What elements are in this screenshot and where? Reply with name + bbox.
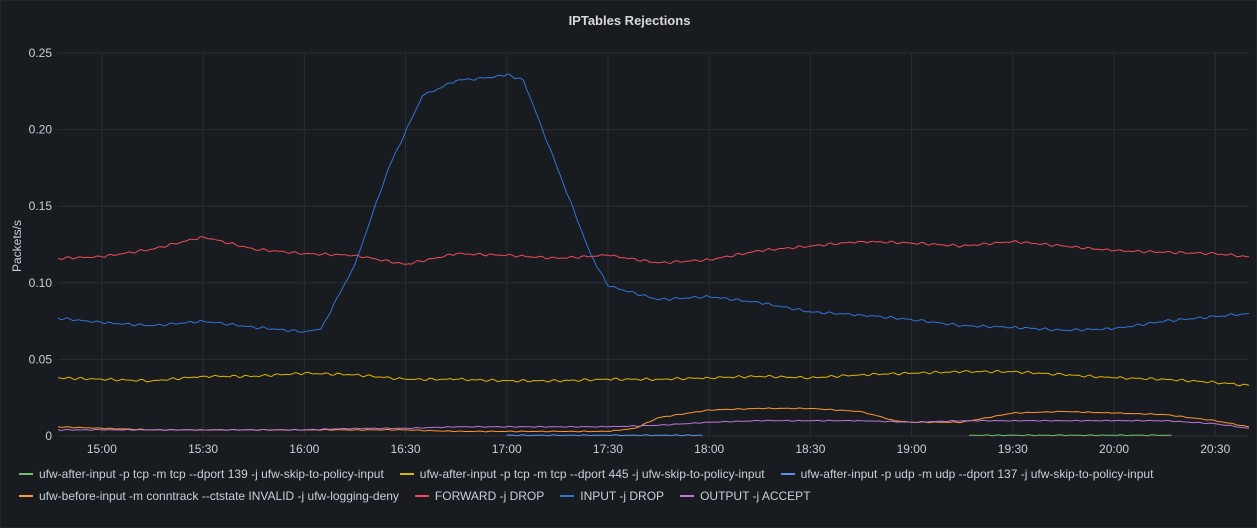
- legend-row: ufw-before-input -m conntrack --ctstate …: [19, 489, 1249, 503]
- x-tick-label: 17:00: [492, 442, 522, 456]
- series-line-6: [57, 419, 1250, 431]
- y-tick-label: 0: [45, 429, 52, 443]
- legend-item[interactable]: INPUT -j DROP: [560, 489, 664, 503]
- y-tick-label: 0.10: [29, 276, 53, 290]
- legend-label: INPUT -j DROP: [580, 489, 665, 503]
- series-group: [57, 73, 1250, 437]
- y-axis-label: Packets/s: [10, 220, 24, 272]
- legend-swatch: [680, 495, 695, 497]
- legend: ufw-after-input -p tcp -m tcp --dport 13…: [19, 467, 1249, 511]
- legend-item[interactable]: ufw-after-input -p tcp -m tcp --dport 13…: [19, 467, 384, 481]
- x-tick-label: 18:00: [694, 442, 724, 456]
- x-tick-label: 20:00: [1099, 442, 1129, 456]
- grid: [58, 52, 1249, 437]
- x-tick-label: 19:00: [897, 442, 927, 456]
- legend-item[interactable]: ufw-before-input -m conntrack --ctstate …: [19, 489, 399, 503]
- x-tick-label: 19:30: [998, 442, 1028, 456]
- x-axis: 15:00 15:30 16:00 16:30 17:00 17:30 18:00 18:30…: [87, 442, 1231, 456]
- x-tick-label: 18:30: [795, 442, 825, 456]
- x-tick-label: 16:00: [289, 442, 319, 456]
- y-axis: 0 0.05 0.10 0.15 0.20 0.25: [29, 46, 53, 443]
- legend-item[interactable]: ufw-after-input -p tcp -m tcp --dport 44…: [399, 467, 765, 481]
- y-tick-label: 0.15: [29, 199, 53, 213]
- x-tick-label: 17:30: [593, 442, 623, 456]
- x-tick-label: 20:30: [1200, 442, 1230, 456]
- legend-label: ufw-after-input -p udp -m udp --dport 13…: [800, 467, 1154, 481]
- y-tick-label: 0.20: [29, 123, 53, 137]
- legend-swatch: [19, 495, 33, 497]
- series-line-4: [57, 236, 1250, 265]
- series-line-0: [968, 434, 1172, 437]
- legend-label: ufw-after-input -p tcp -m tcp --dport 44…: [419, 467, 765, 481]
- legend-label: ufw-after-input -p tcp -m tcp --dport 13…: [39, 467, 384, 481]
- legend-swatch: [19, 473, 33, 475]
- x-tick-label: 16:30: [390, 442, 420, 456]
- legend-item[interactable]: FORWARD -j DROP: [414, 489, 545, 503]
- legend-label: ufw-before-input -m conntrack --ctstate …: [39, 489, 399, 503]
- y-tick-label: 0.05: [29, 352, 53, 366]
- legend-swatch: [780, 473, 795, 475]
- legend-item[interactable]: OUTPUT -j ACCEPT: [680, 489, 811, 503]
- legend-row: ufw-after-input -p tcp -m tcp --dport 13…: [19, 467, 1249, 481]
- legend-item[interactable]: ufw-after-input -p udp -m udp --dport 13…: [780, 467, 1154, 481]
- series-line-2: [506, 434, 703, 437]
- legend-swatch: [414, 495, 429, 497]
- series-line-3: [57, 407, 1250, 433]
- legend-label: FORWARD -j DROP: [434, 489, 545, 503]
- legend-label: OUTPUT -j ACCEPT: [700, 489, 811, 503]
- series-line-1: [57, 369, 1250, 387]
- legend-swatch: [399, 473, 414, 475]
- x-tick-label: 15:30: [188, 442, 218, 456]
- panel-title: IPTables Rejections: [568, 13, 691, 28]
- chart-svg: 0 0.05 0.10 0.15 0.20 0.25 15:00 15:30 16:00 16:…: [10, 46, 1250, 456]
- legend-swatch: [560, 495, 575, 497]
- x-tick-label: 15:00: [87, 442, 117, 456]
- series-line-5: [57, 73, 1250, 333]
- y-tick-label: 0.25: [29, 46, 53, 60]
